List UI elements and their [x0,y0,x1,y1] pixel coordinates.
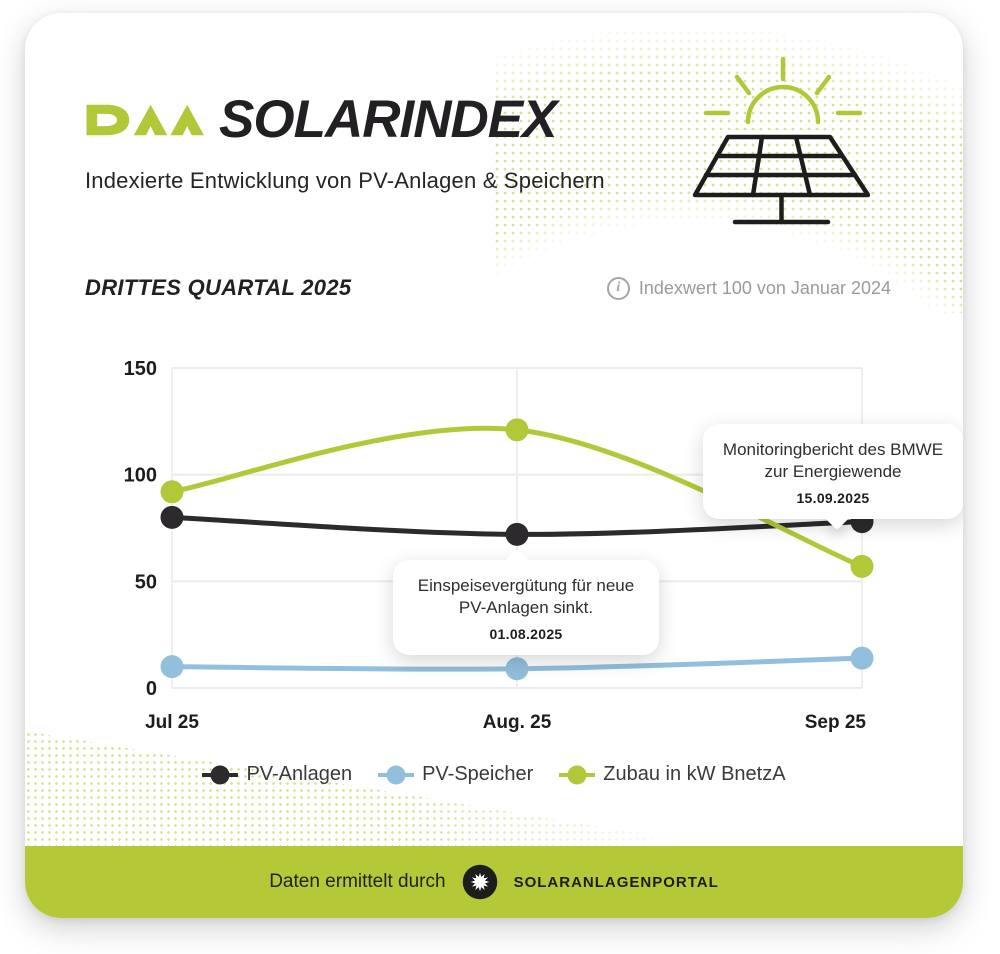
legend-marker-icon [559,765,596,784]
x-axis-tick-label: Jul 25 [145,712,199,733]
data-point [505,418,529,442]
halftone-pattern-bottom-left [25,731,715,846]
footer: Daten ermittelt durch SOLARANLAGENPORTAL [25,846,963,918]
annotation-date: 15.09.2025 [796,490,870,507]
legend-item: PV-Speicher [378,763,533,786]
data-point [850,554,874,578]
index-note: i Indexwert 100 von Januar 2024 [606,276,891,300]
data-point [160,480,184,504]
daa-logo-icon [86,104,204,135]
legend-marker-icon [202,765,239,784]
y-axis-tick-label: 100 [124,465,157,487]
data-point [505,522,529,546]
annotation-text: PV-Anlagen sinkt. [458,598,594,618]
page-title: SOLARINDEX [219,90,557,149]
data-point [160,655,184,679]
line-chart: 0 50 100 150 Jul 25 Aug. 25 Sep 25 [124,358,874,733]
annotation-text: Monitoringbericht des BMWE [722,440,944,459]
annotation-tooltip-september: Monitoringbericht des BMWE zur Energiewe… [703,424,963,531]
index-note-text: Indexwert 100 von Januar 2024 [638,277,891,298]
data-point [850,646,874,670]
section-row: DRITTES QUARTAL 2025 i Indexwert 100 von… [85,275,891,301]
solar-panel-sun-icon [692,56,870,225]
data-point [505,657,529,681]
legend-label: PV-Speicher [422,763,534,785]
legend-label: Zubau in kW BnetzA [603,763,786,785]
legend-item: PV-Anlagen [202,763,352,786]
y-axis-tick-label: 50 [135,571,157,593]
legend-label: PV-Anlagen [246,763,353,785]
y-axis-tick-label: 150 [124,358,157,380]
card: SOLARINDEX Indexierte Entwicklung von PV… [25,13,963,918]
legend-marker-icon [378,765,415,784]
x-axis-tick-label: Aug. 25 [483,712,552,733]
halftone-pattern-top-right [493,13,963,313]
chart-legend: PV-Anlagen PV-Speicher Zubau in kW BnetzA [25,763,963,786]
x-axis-tick-label: Sep 25 [805,712,867,733]
footer-text: Daten ermittelt durch [269,871,446,892]
logo-row: SOLARINDEX [85,93,605,146]
solaranlagenportal-logo-icon [462,864,497,900]
annotation-date: 01.08.2025 [489,626,563,643]
annotation-tooltip-august: Einspeisevergütung für neue PV-Anlagen s… [393,548,659,656]
annotation-text: Einspeisevergütung für neue [417,576,635,595]
data-point [160,505,184,529]
footer-brand: SOLARANLAGENPORTAL [513,873,719,891]
y-axis-tick-label: 0 [146,678,157,700]
section-title: DRITTES QUARTAL 2025 [85,275,352,300]
subtitle: Indexierte Entwicklung von PV-Anlagen & … [85,168,605,193]
annotation-text: zur Energiewende [764,462,902,482]
header: SOLARINDEX Indexierte Entwicklung von PV… [85,93,605,194]
legend-item: Zubau in kW BnetzA [559,763,786,786]
info-icon: i [606,276,630,300]
